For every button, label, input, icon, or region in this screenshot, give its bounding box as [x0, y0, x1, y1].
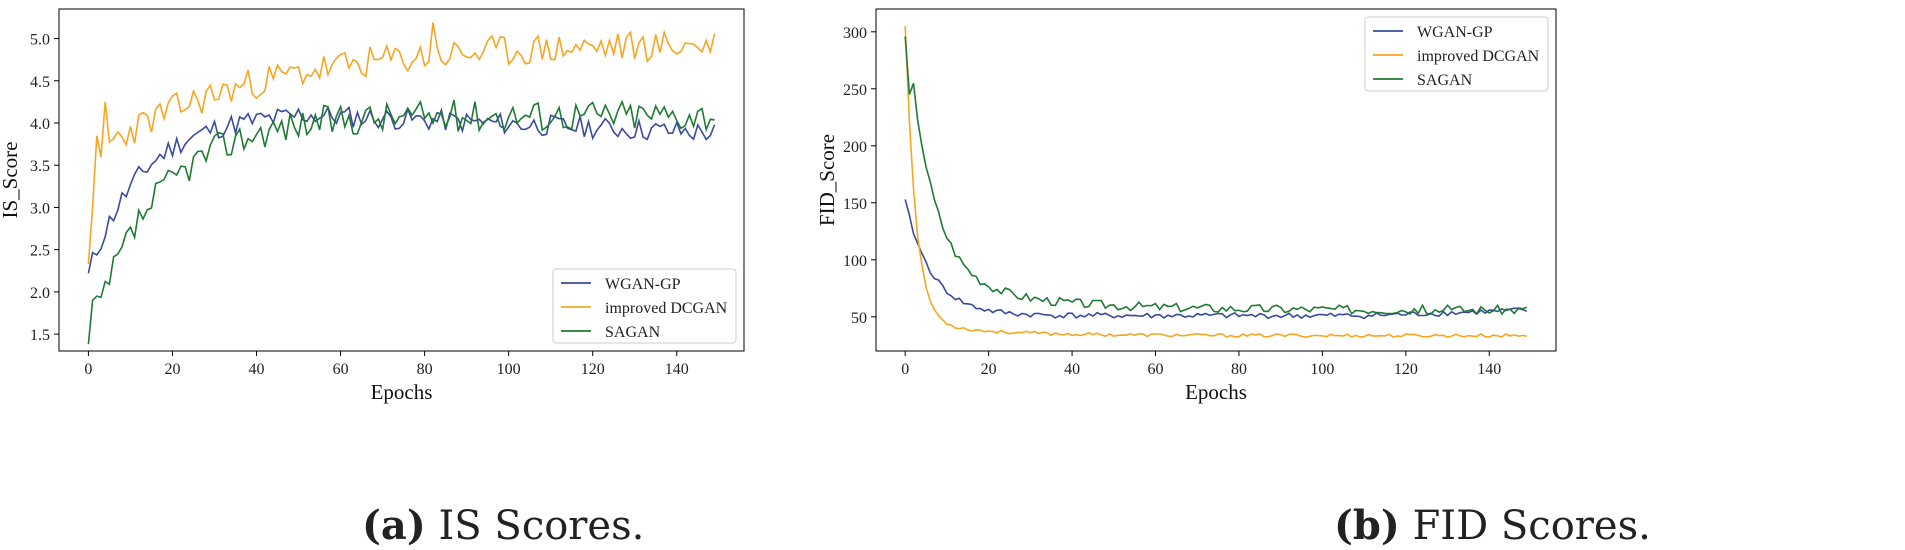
x-tick-label-fid: 100	[1310, 361, 1334, 378]
legend-is: WGAN-GP improved DCGAN SAGAN	[552, 268, 737, 344]
y-tick-label-is: 2.0	[30, 285, 50, 302]
y-tick-label-fid: 200	[843, 139, 867, 156]
x-tick-label-is: 0	[84, 361, 92, 378]
y-tick-label-is: 3.5	[30, 158, 50, 175]
legend-fid: WGAN-GP improved DCGAN SAGAN	[1364, 16, 1549, 92]
x-tick-label-is: 40	[249, 361, 265, 378]
x-tick-label-fid: 140	[1477, 361, 1501, 378]
chart-fid: 0 20 40 60 80 100 120 140 50 100 150 200 250 300 Epoch…	[815, 8, 1557, 404]
caption-b: (b) FID Scores.	[1334, 502, 1651, 549]
y-tick-label-fid: 50	[851, 310, 867, 327]
plot-frame-is	[58, 8, 745, 352]
y-tick-label-is: 2.5	[30, 243, 50, 260]
y-axis-label-fid: FID_Score	[815, 134, 839, 226]
y-tick-label-is: 5.0	[30, 32, 50, 49]
x-tick-label-is: 60	[333, 361, 349, 378]
y-tick-label-is: 1.5	[30, 327, 50, 344]
y-tick-label-fid: 150	[843, 196, 867, 213]
x-tick-label-is: 80	[417, 361, 433, 378]
series-line-is-2	[87, 99, 715, 345]
series-line-fid-1	[904, 26, 1527, 339]
y-tick-label-fid: 100	[843, 253, 867, 270]
legend-box-is	[552, 268, 737, 344]
x-tick-label-is: 140	[665, 361, 689, 378]
x-tick-label-is: 120	[581, 361, 605, 378]
series-line-is-0	[87, 105, 716, 274]
x-tick-label-fid: 0	[901, 361, 909, 378]
series-line-fid-0	[904, 199, 1528, 320]
y-tick-label-is: 3.0	[30, 200, 50, 217]
series-line-fid-2	[904, 36, 1528, 316]
y-tick-label-fid: 250	[843, 82, 867, 99]
legend-label-is-1: improved DCGAN	[605, 300, 728, 317]
x-axis-label-fid: Epochs	[1185, 380, 1247, 404]
caption-a: (a) IS Scores.	[362, 502, 645, 549]
x-tick-label-fid: 120	[1394, 361, 1418, 378]
series-line-is-1	[87, 22, 716, 265]
x-tick-label-is: 20	[164, 361, 180, 378]
x-tick-label-fid: 80	[1231, 361, 1247, 378]
legend-label-fid-2: SAGAN	[1417, 72, 1473, 89]
x-axis-label-is: Epochs	[371, 380, 433, 404]
legend-box-fid	[1364, 16, 1549, 92]
chart-is: 0 20 40 60 80 100 120 140 1.5 2.0 2.5 3.0 3.5 4.0 4.5 5…	[0, 8, 745, 404]
legend-label-is-2: SAGAN	[605, 324, 661, 341]
y-axis-label-is: IS_Score	[0, 142, 22, 219]
y-tick-label-fid: 300	[843, 25, 867, 42]
x-tick-label-fid: 20	[981, 361, 997, 378]
plot-frame-fid	[875, 8, 1557, 352]
legend-label-fid-1: improved DCGAN	[1417, 48, 1540, 65]
x-tick-label-fid: 40	[1064, 361, 1080, 378]
x-tick-label-is: 100	[497, 361, 521, 378]
y-tick-label-is: 4.5	[30, 74, 50, 91]
legend-label-fid-0: WGAN-GP	[1417, 24, 1493, 41]
x-tick-label-fid: 60	[1148, 361, 1164, 378]
y-tick-label-is: 4.0	[30, 116, 50, 133]
legend-label-is-0: WGAN-GP	[605, 276, 681, 293]
